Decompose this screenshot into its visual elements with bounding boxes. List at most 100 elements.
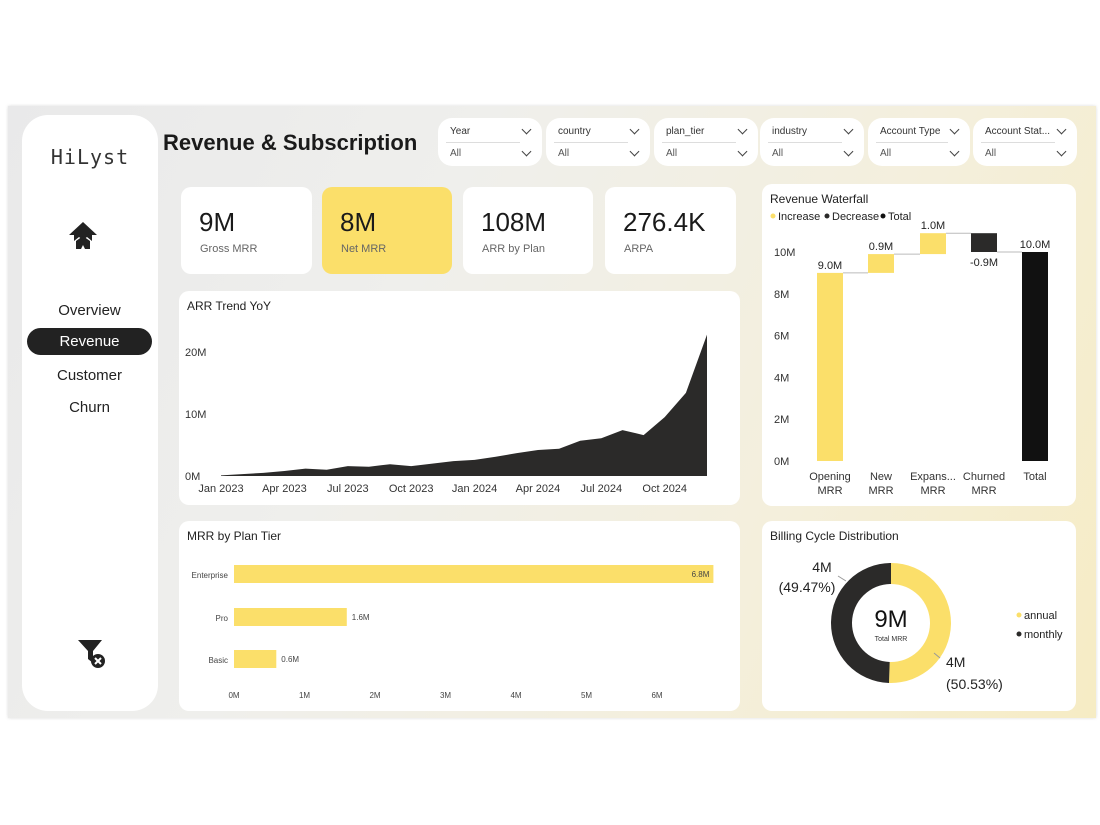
kpi-label: ARR by Plan — [482, 243, 545, 255]
kpi-arr-by-plan[interactable]: 108M ARR by Plan — [463, 187, 593, 274]
nav-churn[interactable]: Churn — [27, 394, 152, 421]
y-tick-label: 2M — [774, 414, 789, 426]
chart-title: Revenue Waterfall — [770, 192, 869, 206]
slicer-value: All — [772, 148, 784, 159]
kpi-gross-mrr[interactable]: 9M Gross MRR — [181, 187, 312, 274]
data-label: 6.8M — [692, 570, 710, 579]
data-label: 1.0M — [921, 220, 945, 232]
slicer-value: All — [666, 148, 678, 159]
plan-tier-bar — [234, 565, 714, 583]
slicer-label: Year — [450, 126, 471, 137]
chart-title: ARR Trend YoY — [187, 299, 272, 313]
slice-value-label: 4M — [812, 559, 831, 575]
chart-title: MRR by Plan Tier — [187, 529, 282, 543]
nav-overview[interactable]: Overview — [27, 297, 152, 324]
x-tick-label: 6M — [651, 691, 662, 700]
waterfall-bar — [868, 254, 894, 273]
center-value: 9M — [874, 606, 907, 633]
data-label: 1.6M — [352, 613, 370, 622]
chevron-down-icon — [843, 146, 854, 157]
legend-label: Increase — [778, 211, 820, 223]
chevron-down-icon — [629, 146, 640, 157]
plan-tier-bar — [234, 650, 277, 668]
slicer-label: industry — [772, 126, 808, 137]
page-title: Revenue & Subscription — [163, 130, 418, 155]
slicer-account-type[interactable]: Account Type All — [868, 118, 970, 166]
sidebar: HiLyst Overview Revenue Customer Churn — [22, 115, 158, 711]
nav-revenue[interactable]: Revenue — [27, 328, 152, 355]
nav-label: Revenue — [59, 333, 120, 350]
x-tick-label: Churned MRR — [963, 471, 1005, 497]
slicer-label: plan_tier — [666, 126, 705, 137]
kpi-label: Net MRR — [341, 243, 387, 255]
plan-tier-chart: Enterprise 6.8M Pro 1.6M Basic 0.6M 0M 1M 2M 3M 4M… — [192, 565, 714, 700]
legend-marker — [1016, 612, 1022, 618]
legend-label: annual — [1024, 610, 1057, 622]
billing-cycle-card[interactable]: Billing Cycle Distribution 9M Total MRR 4M… — [762, 521, 1076, 711]
waterfall-bar — [971, 233, 997, 252]
clear-filter-icon[interactable] — [76, 637, 108, 669]
waterfall-chart: Increase Decrease Total 0M 2M 4M 6M 8M 10M 9.0M 0.… — [770, 211, 1050, 497]
kpi-arpa[interactable]: 276.4K ARPA — [605, 187, 736, 274]
kpi-value: 276.4K — [623, 207, 706, 237]
slicer-value: All — [880, 148, 892, 159]
chevron-down-icon — [521, 124, 532, 135]
slicer-plan-tier[interactable]: plan_tier All — [654, 118, 758, 166]
chevron-down-icon — [843, 124, 854, 135]
y-tick-label: 10M — [185, 409, 206, 421]
arr-trend-chart: 0M 10M 20M Jan 2023 Apr 2023 Jul 2023 Oct 2023… — [185, 334, 707, 495]
x-tick-label: Expans... MRR — [910, 471, 956, 497]
home-icon[interactable] — [66, 219, 100, 253]
y-tick-label: 10M — [774, 247, 795, 259]
slice-pct-label: (49.47%) — [779, 579, 836, 595]
y-tick-label: 6M — [774, 331, 789, 343]
y-tick-label: 8M — [774, 289, 789, 301]
donut-slice — [830, 563, 891, 683]
arr-trend-card[interactable]: ARR Trend YoY 0M 10M 20M Jan 2023 Apr 2023 Ju… — [179, 291, 740, 505]
x-tick-label: Oct 2024 — [642, 483, 687, 495]
billing-cycle-chart: 9M Total MRR 4M (50.53%) 4M (49.47%) annual mon… — [779, 559, 1063, 692]
slicer-value: All — [558, 148, 570, 159]
chevron-down-icon — [1056, 124, 1067, 135]
slicer-year[interactable]: Year All — [438, 118, 542, 166]
data-label: 0.6M — [281, 655, 299, 664]
kpi-label: Gross MRR — [200, 243, 258, 255]
slice-pct-label: (50.53%) — [946, 676, 1003, 692]
slicer-label: Account Type — [880, 126, 941, 137]
slicer-label: country — [558, 126, 591, 137]
y-tick-label: 20M — [185, 347, 206, 359]
nav-customer[interactable]: Customer — [27, 362, 152, 389]
center-label: Total MRR — [875, 636, 908, 643]
legend-label: monthly — [1024, 629, 1063, 641]
waterfall-card[interactable]: Revenue Waterfall Increase Decrease Total 0… — [762, 184, 1076, 506]
kpi-net-mrr[interactable]: 8M Net MRR — [322, 187, 452, 274]
x-tick-label: New MRR — [868, 471, 893, 497]
data-label: -0.9M — [970, 257, 998, 269]
y-tick-label: 4M — [774, 372, 789, 384]
chevron-down-icon — [629, 124, 640, 135]
donut-slice — [889, 563, 951, 683]
slicer-industry[interactable]: industry All — [760, 118, 864, 166]
chart-title: Billing Cycle Distribution — [770, 529, 899, 543]
x-tick-label: 1M — [299, 691, 310, 700]
logo: HiLyst — [50, 145, 130, 169]
x-tick-label: Jan 2023 — [198, 483, 243, 495]
plan-tier-card[interactable]: MRR by Plan Tier Enterprise 6.8M Pro 1.6M Ba… — [179, 521, 740, 711]
kpi-value: 108M — [481, 207, 547, 237]
chevron-down-icon — [949, 124, 960, 135]
category-label: Pro — [216, 614, 229, 623]
slicer-country[interactable]: country All — [546, 118, 650, 166]
chevron-down-icon — [949, 146, 960, 157]
x-tick-label: Jul 2024 — [581, 483, 623, 495]
waterfall-bar — [1022, 252, 1048, 461]
nav-label: Overview — [58, 302, 121, 319]
legend-label: Decrease — [832, 211, 879, 223]
y-tick-label: 0M — [774, 456, 789, 468]
category-label: Enterprise — [192, 571, 229, 580]
y-tick-label: 0M — [185, 471, 200, 483]
x-tick-label: Jan 2024 — [452, 483, 497, 495]
slicer-value: All — [985, 148, 997, 159]
x-tick-label: Oct 2023 — [389, 483, 434, 495]
x-tick-label: Total — [1023, 471, 1046, 483]
slicer-account-status[interactable]: Account Stat... All — [973, 118, 1077, 166]
